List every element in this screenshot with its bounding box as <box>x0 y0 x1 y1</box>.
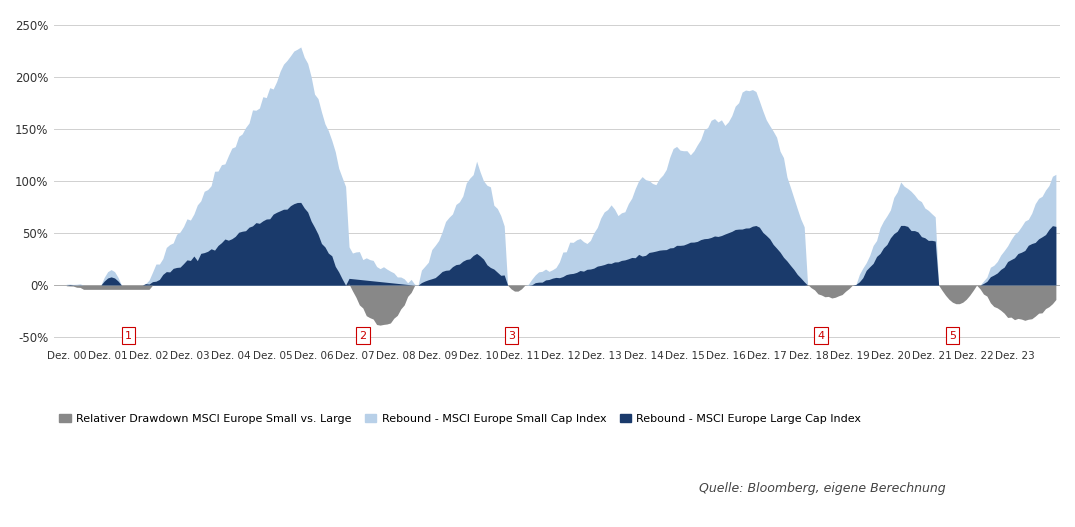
Legend: Relativer Drawdown MSCI Europe Small vs. Large, Rebound - MSCI Europe Small Cap : Relativer Drawdown MSCI Europe Small vs.… <box>59 414 861 424</box>
Text: 2: 2 <box>360 330 367 340</box>
Text: 5: 5 <box>949 330 957 340</box>
Text: Quelle: Bloomberg, eigene Berechnung: Quelle: Bloomberg, eigene Berechnung <box>700 482 946 495</box>
Text: 1: 1 <box>125 330 131 340</box>
Text: 4: 4 <box>817 330 825 340</box>
Text: 3: 3 <box>508 330 515 340</box>
